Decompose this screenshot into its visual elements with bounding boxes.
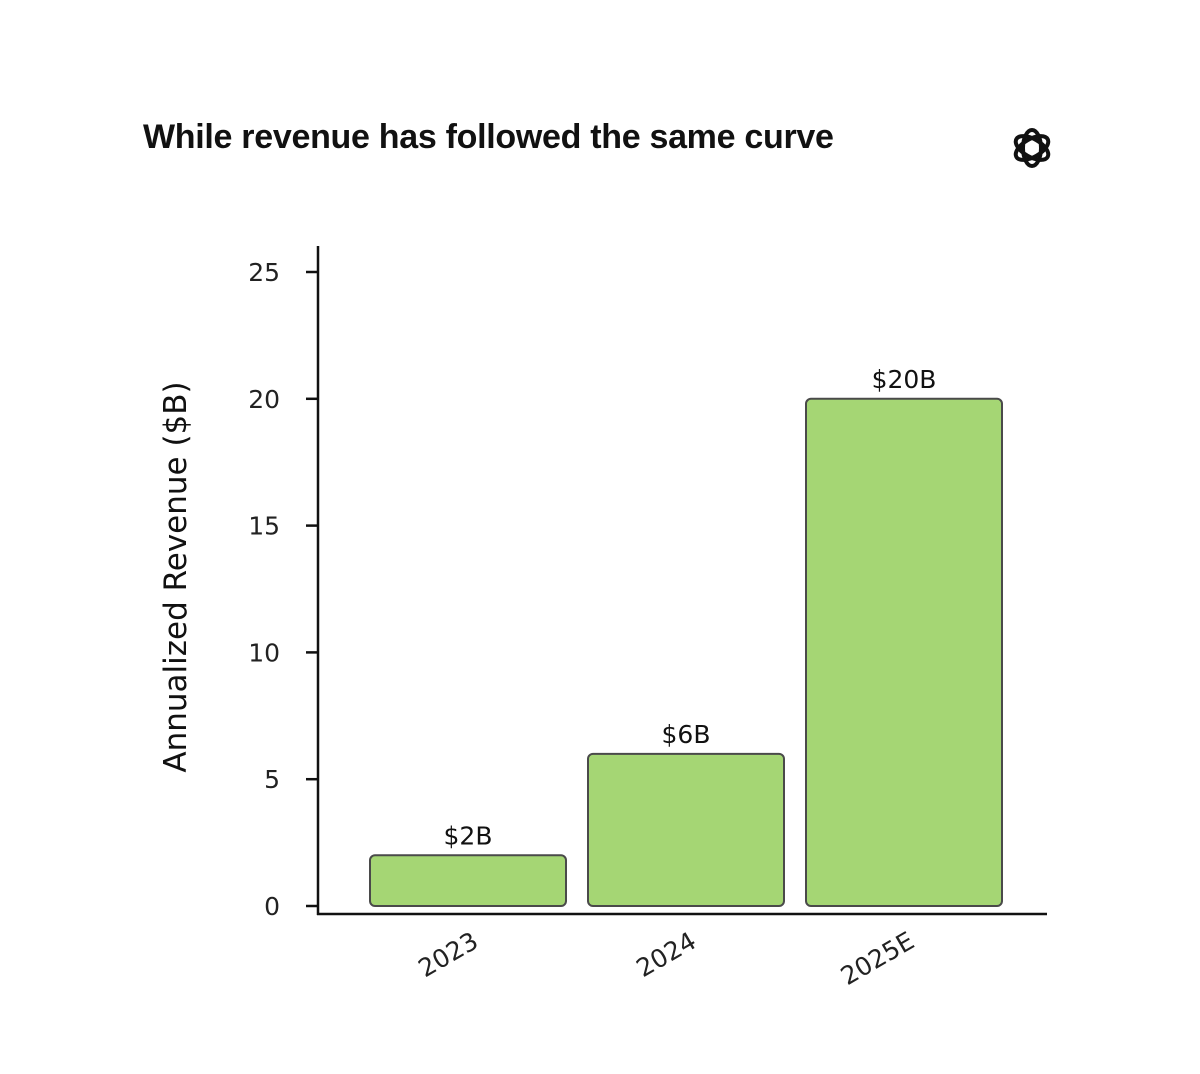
y-tick-label: 10 [248,638,280,667]
openai-logo-icon [1013,128,1051,168]
chart-title: While revenue has followed the same curv… [143,118,834,156]
data-label-2025e: $20B [872,365,937,394]
x-tick-label-2023: 2023 [413,926,483,983]
bar-2024 [587,752,785,908]
x-tick-label-2024: 2024 [631,926,701,983]
data-label-2024: $6B [662,720,711,749]
x-axis-tick-labels: 2023 2024 2025E [413,926,919,991]
y-tick-label: 25 [248,258,280,287]
y-tick-label: 15 [248,512,280,541]
y-tick-label: 5 [264,765,280,794]
y-axis-ticks: 0 5 10 15 20 25 [248,258,318,921]
bar-2025e [805,397,1003,907]
bars [369,397,1003,908]
data-label-2023: $2B [444,821,493,850]
y-tick-label: 20 [248,385,280,414]
y-tick-label: 0 [264,892,280,921]
bar-2023 [369,854,567,908]
y-axis-title: Annualized Revenue ($B) [158,381,194,772]
x-tick-label-2025e: 2025E [836,926,919,991]
data-labels: $2B $6B $20B [444,365,937,850]
